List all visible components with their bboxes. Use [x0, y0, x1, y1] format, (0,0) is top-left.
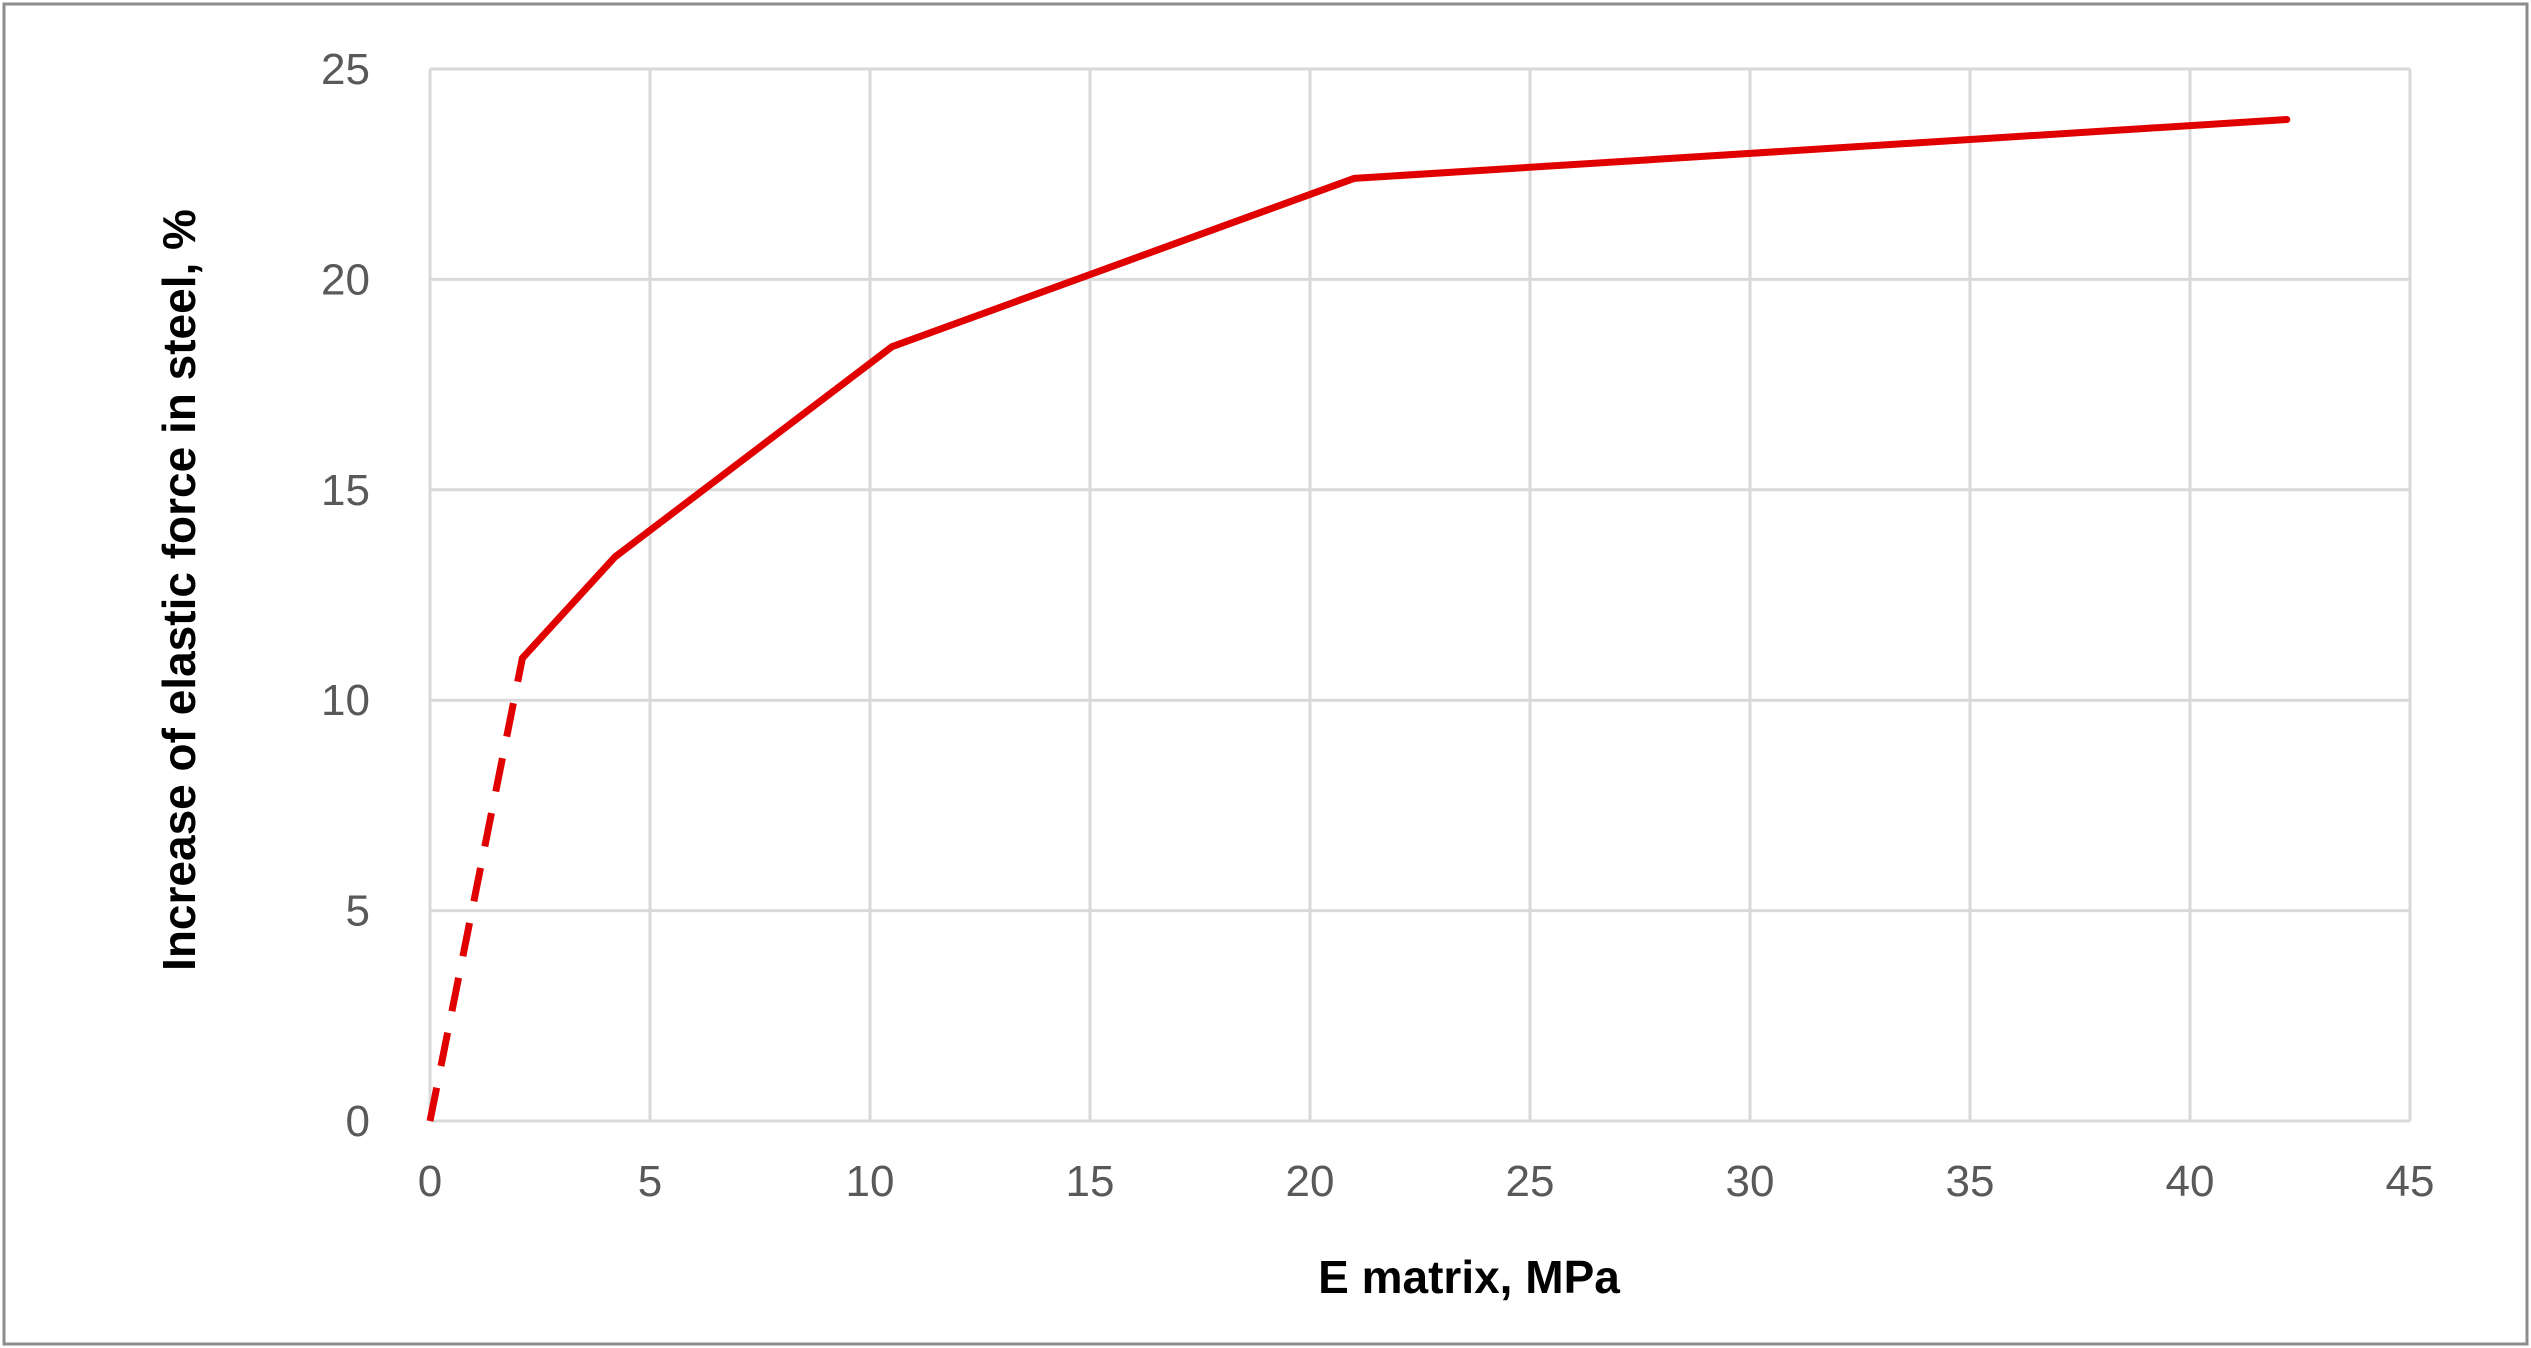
x-tick-label: 5 [638, 1157, 662, 1206]
y-tick-label: 0 [346, 1097, 370, 1146]
y-tick-label: 20 [321, 255, 370, 304]
y-axis-title: Increase of elastic force in steel, % [153, 209, 205, 971]
tick-labels: 0 5 10 15 20 25 30 35 40 45 0 5 10 15 20 25 [321, 45, 2434, 1206]
series-line-dashed [426, 657, 526, 1122]
x-tick-label: 15 [1066, 1157, 1115, 1206]
x-tick-label: 0 [418, 1157, 442, 1206]
x-tick-label: 20 [1286, 1157, 1335, 1206]
y-tick-label: 5 [346, 887, 370, 936]
x-tick-label: 45 [2386, 1157, 2435, 1206]
series-line-solid [518, 116, 2291, 662]
y-tick-label: 10 [321, 676, 370, 725]
x-axis-title: E matrix, MPa [1318, 1251, 1620, 1303]
y-tick-label: 25 [321, 45, 370, 94]
series-layer [426, 116, 2291, 1122]
x-tick-label: 25 [1506, 1157, 1555, 1206]
x-tick-label: 10 [846, 1157, 895, 1206]
grid [428, 67, 2412, 1123]
x-tick-label: 35 [1946, 1157, 1995, 1206]
y-tick-label: 15 [321, 466, 370, 515]
x-tick-label: 40 [2166, 1157, 2215, 1206]
x-tick-label: 30 [1726, 1157, 1775, 1206]
